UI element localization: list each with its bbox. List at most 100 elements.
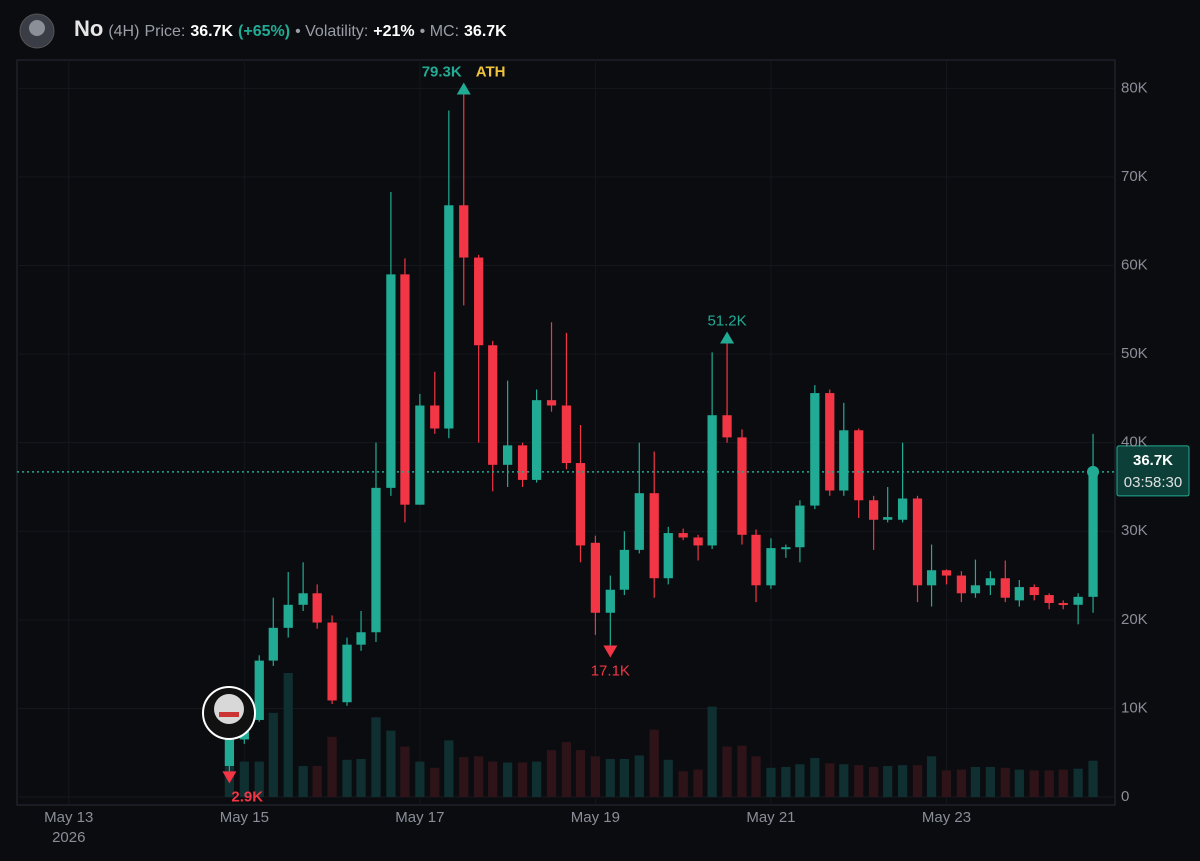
x-tick-label: May 19 bbox=[571, 809, 620, 826]
x-tick-label: May 21 bbox=[746, 809, 795, 826]
avatar-face bbox=[29, 20, 45, 36]
y-tick-label: 40K bbox=[1121, 434, 1148, 451]
volume-bar bbox=[268, 712, 278, 798]
volume-bar bbox=[839, 764, 849, 798]
volume-bar bbox=[649, 729, 659, 798]
volume-bar bbox=[854, 765, 864, 798]
volume-bar bbox=[766, 767, 776, 798]
candle-body bbox=[1000, 578, 1010, 598]
volume-bar bbox=[590, 756, 601, 798]
token-header: No (4H) Price: 36.7K (+65%) • Volatility… bbox=[74, 16, 507, 46]
volume-bar bbox=[371, 717, 381, 798]
y-tick-label: 20K bbox=[1121, 611, 1148, 628]
volume-bar bbox=[239, 761, 249, 798]
volatility-label: • Volatility: bbox=[295, 23, 369, 40]
candle-body bbox=[546, 400, 557, 406]
volume-bar bbox=[283, 673, 293, 798]
candle-body bbox=[825, 393, 835, 491]
volume-bar bbox=[722, 746, 732, 798]
y-tick-label: 50K bbox=[1121, 345, 1148, 362]
candle-body bbox=[561, 405, 572, 464]
y-tick-label: 70K bbox=[1121, 168, 1148, 185]
volume-bar bbox=[342, 759, 352, 798]
volume-bar bbox=[926, 756, 937, 798]
market-cap: 36.7K bbox=[464, 23, 507, 40]
volume-bar bbox=[737, 745, 747, 798]
candle-body bbox=[531, 400, 542, 480]
candle-body bbox=[707, 415, 717, 546]
candle-body bbox=[693, 537, 703, 546]
annotation-tag: ATH bbox=[476, 64, 506, 81]
annotation-marker bbox=[456, 82, 471, 95]
creator-avatar-face bbox=[214, 694, 244, 724]
annotation-label: 79.3K bbox=[422, 64, 462, 81]
volume-bar bbox=[356, 758, 366, 798]
annotation-marker bbox=[720, 331, 735, 344]
volume-bar bbox=[254, 761, 264, 798]
candle-body bbox=[663, 533, 673, 579]
annotation-label: 17.1K bbox=[591, 663, 630, 680]
volume-bar bbox=[825, 763, 835, 798]
candle-body bbox=[751, 534, 761, 586]
volume-bar bbox=[474, 756, 484, 798]
volume-bar bbox=[444, 740, 454, 798]
candle-body bbox=[356, 632, 366, 645]
candle-body bbox=[283, 604, 293, 628]
candle-body bbox=[897, 498, 908, 520]
annotation-label: 51.2K bbox=[707, 312, 746, 329]
candle-body bbox=[342, 644, 352, 703]
candle-body bbox=[503, 445, 513, 465]
candle-body bbox=[1073, 596, 1083, 605]
candle-body bbox=[400, 274, 410, 505]
candle-body bbox=[444, 205, 454, 429]
candle-body bbox=[327, 622, 337, 701]
candle-body bbox=[386, 274, 396, 488]
candle-body bbox=[298, 593, 308, 605]
volume-bar bbox=[575, 750, 586, 798]
volume-bar bbox=[503, 762, 513, 798]
volume-bar bbox=[312, 766, 322, 798]
volume-bar bbox=[693, 769, 703, 798]
volume-bar bbox=[985, 766, 995, 798]
candle-body bbox=[254, 660, 264, 720]
candle-body bbox=[312, 593, 322, 623]
candle-body bbox=[810, 393, 820, 506]
volume-bar bbox=[517, 762, 528, 798]
volume-bar bbox=[678, 771, 688, 798]
annotation-marker bbox=[222, 771, 237, 784]
candle-body bbox=[474, 257, 484, 346]
price: 36.7K bbox=[190, 23, 234, 40]
candle-body bbox=[722, 415, 732, 438]
candle-body bbox=[781, 547, 791, 550]
volume-bar bbox=[883, 766, 893, 798]
volume-bar bbox=[546, 750, 557, 798]
y-tick-label: 80K bbox=[1121, 79, 1148, 96]
volume-bar bbox=[327, 736, 337, 798]
volume-bar bbox=[663, 759, 673, 798]
y-tick-label: 30K bbox=[1121, 522, 1148, 539]
volume-bar bbox=[619, 758, 629, 798]
volume-bar bbox=[970, 766, 981, 798]
candle-body bbox=[1058, 603, 1068, 606]
candle-body bbox=[970, 585, 981, 594]
volume-bar bbox=[1044, 770, 1054, 798]
candle-body bbox=[459, 205, 469, 258]
candle-body bbox=[268, 627, 278, 661]
volume-bar bbox=[1029, 770, 1039, 798]
volume-bar bbox=[1058, 769, 1068, 798]
candle-body bbox=[854, 430, 864, 501]
candle-body bbox=[1088, 471, 1098, 597]
y-tick-label: 60K bbox=[1121, 256, 1148, 273]
symbol: No bbox=[74, 16, 104, 41]
candle-body bbox=[839, 430, 849, 491]
candle-body bbox=[1044, 595, 1054, 604]
volume-bar bbox=[810, 758, 820, 798]
volume-bar bbox=[1073, 768, 1083, 798]
candle-body bbox=[488, 345, 498, 465]
candle-body bbox=[912, 498, 923, 586]
current-price-box bbox=[1116, 445, 1190, 497]
candle-body bbox=[766, 548, 776, 586]
volume-bar bbox=[781, 766, 791, 798]
